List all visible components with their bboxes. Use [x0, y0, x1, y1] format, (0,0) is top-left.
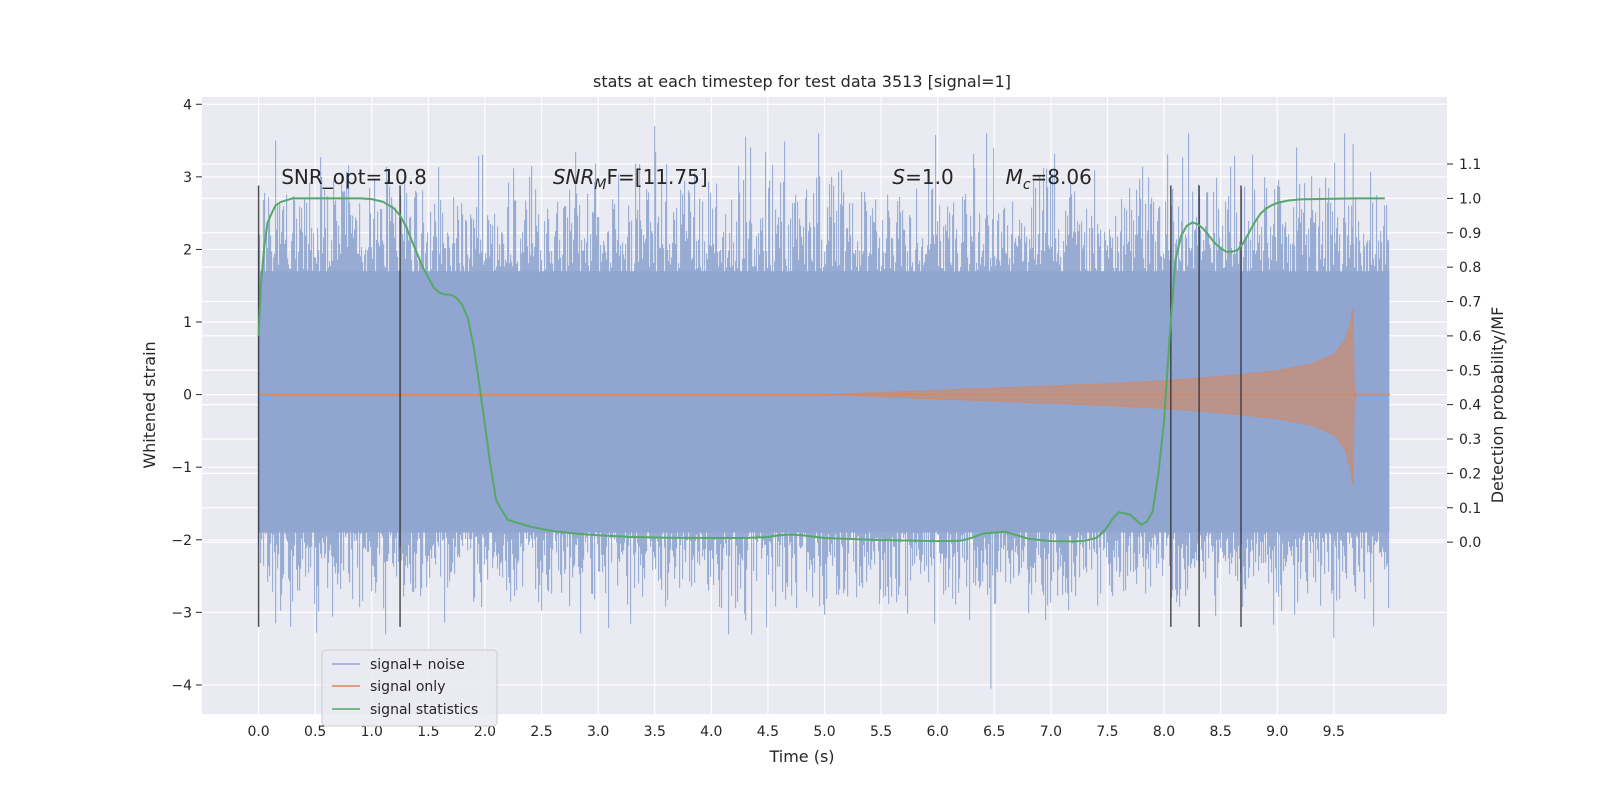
y2-tick-label: 1.1 — [1459, 157, 1481, 173]
x-tick-label: 7.5 — [1096, 724, 1118, 740]
vertical-markers — [257, 185, 1242, 627]
y2-tick-label: 0.0 — [1459, 535, 1481, 551]
annotations: SNR_opt=10.8 SNRMF=[11.75] S=1.0 Mc=8.06 — [281, 165, 1092, 193]
x-tick-label: 7.0 — [1040, 724, 1062, 740]
x-tick-label: 2.5 — [530, 724, 552, 740]
x-tick-label: 0.5 — [304, 724, 326, 740]
y2-axis-label: Detection probability/MF — [1488, 307, 1507, 504]
y-tick-label: −1 — [171, 460, 192, 476]
legend-label-stat: signal statistics — [370, 702, 478, 718]
y2-tick-label: 0.7 — [1459, 295, 1481, 311]
statistics-line — [257, 197, 1385, 543]
legend: signal+ noise signal only signal statist… — [321, 649, 498, 727]
x-tick-label: 6.5 — [983, 724, 1005, 740]
x-tick-label: 3.5 — [644, 724, 666, 740]
annotation-0: SNR_opt=10.8 — [281, 165, 427, 189]
annotation-1: SNRMF=[11.75] — [553, 165, 708, 193]
y-tick-label: −2 — [171, 533, 192, 549]
y2-tick-label: 0.4 — [1459, 398, 1481, 414]
legend-label-noise: signal+ noise — [370, 657, 465, 673]
x-tick-label: 4.5 — [757, 724, 779, 740]
y2-tick-label: 0.2 — [1459, 466, 1481, 482]
legend-label-signal: signal only — [370, 679, 445, 695]
x-tick-label: 9.0 — [1266, 724, 1288, 740]
x-tick-label: 4.0 — [700, 724, 722, 740]
y2-tick-label: 0.5 — [1459, 363, 1481, 379]
x-tick-label: 8.5 — [1210, 724, 1232, 740]
y-tick-label: 2 — [183, 242, 192, 258]
y2-tick-label: 0.8 — [1459, 260, 1481, 276]
x-tick-label: 5.0 — [813, 724, 835, 740]
annotation-3: Mc=8.06 — [1006, 165, 1092, 193]
y-tick-label: 4 — [183, 97, 192, 113]
y2-tick-label: 0.9 — [1459, 226, 1481, 242]
y-tick-label: −3 — [171, 605, 192, 621]
x-tick-label: 9.5 — [1323, 724, 1345, 740]
x-tick-label: 3.0 — [587, 724, 609, 740]
y-tick-label: 0 — [183, 388, 192, 404]
x-tick-label: 6.0 — [927, 724, 949, 740]
chart-title: stats at each timestep for test data 351… — [593, 72, 1011, 91]
x-tick-label: 1.0 — [361, 724, 383, 740]
y2-tick-label: 0.6 — [1459, 329, 1481, 345]
axes: 0.0 0.5 1.0 1.5 2.0 2.5 3.0 3.5 4.0 4.5 5.0 5.5 6.0 6… — [171, 97, 1481, 740]
y2-tick-label: 0.3 — [1459, 432, 1481, 448]
statistics-series — [257, 197, 1385, 543]
y2-tick-label: 1.0 — [1459, 191, 1481, 207]
y-axis-label: Whitened strain — [140, 341, 159, 468]
signal-series — [258, 307, 1391, 486]
x-tick-label: 5.5 — [870, 724, 892, 740]
y-tick-label: 3 — [183, 170, 192, 186]
x-tick-label: 2.0 — [474, 724, 496, 740]
x-axis-label: Time (s) — [768, 747, 834, 766]
x-tick-label: 1.5 — [417, 724, 439, 740]
y-tick-label: −4 — [171, 678, 192, 694]
annotation-2: S=1.0 — [892, 165, 953, 189]
legend-box — [321, 649, 498, 727]
y2-tick-label: 0.1 — [1459, 501, 1481, 517]
y-tick-label: 1 — [183, 315, 192, 331]
x-tick-label: 8.0 — [1153, 724, 1175, 740]
x-tick-label: 0.0 — [247, 724, 269, 740]
